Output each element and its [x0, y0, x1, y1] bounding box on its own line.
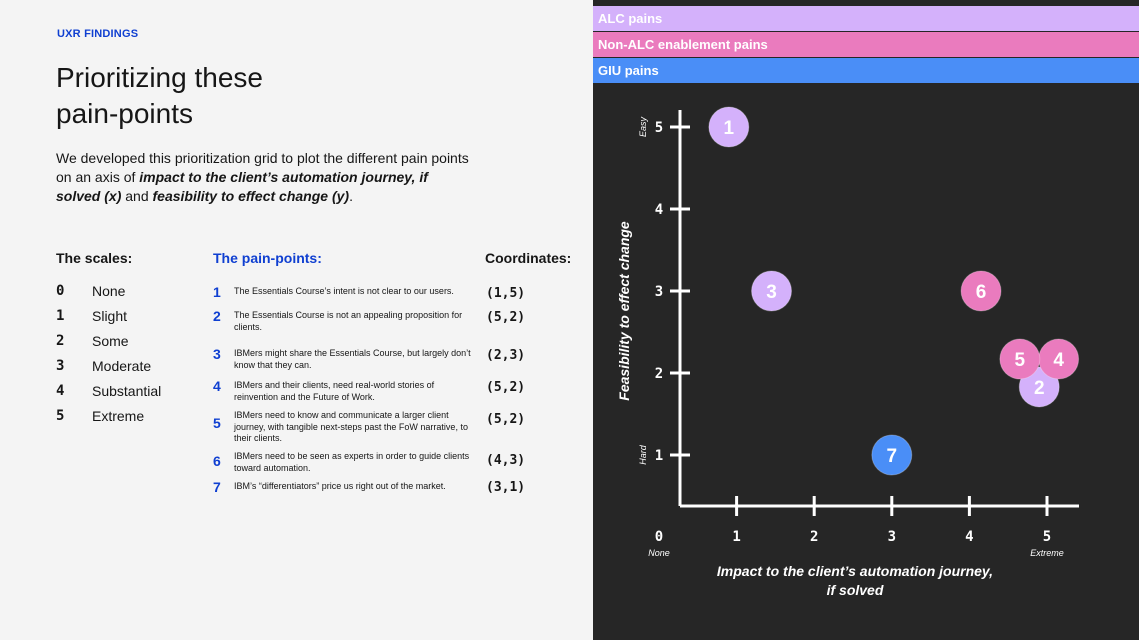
x-tick-label: 3 [888, 529, 896, 545]
scale-number: 1 [56, 308, 65, 324]
x-tick-label: 0 [655, 529, 663, 545]
coordinates-heading: Coordinates: [485, 250, 572, 266]
scale-number: 3 [56, 358, 65, 374]
scales-heading: The scales: [56, 250, 133, 266]
pain-point-text: IBMers need to be seen as experts in ord… [234, 451, 470, 473]
pain-point-text: IBMers need to know and communicate a la… [234, 410, 468, 443]
pain-point-number: 6 [213, 453, 221, 469]
y-max-label: Easy [638, 116, 648, 137]
intro-text-1: We developed this prioritization grid to… [56, 150, 469, 185]
pain-point-coordinate: (5,2) [486, 412, 526, 427]
pain-point-coordinate: (5,2) [486, 310, 526, 325]
intro-paragraph: We developed this prioritization grid to… [56, 149, 476, 206]
legend-giu-pains: GIU pains [593, 58, 1139, 83]
y-axis-title: Feasibility to effect change [616, 221, 632, 401]
x-tick-label: 1 [732, 529, 740, 545]
x-min-label: None [648, 548, 670, 558]
pain-point-text: IBM’s “differentiators” price us right o… [234, 481, 446, 491]
scale-label: Moderate [92, 358, 152, 374]
y-tick-label: 1 [655, 448, 663, 464]
data-point-label-7: 7 [887, 446, 898, 467]
findings-panel: UXR FINDINGS Prioritizing these pain-poi… [56, 28, 572, 495]
data-point-7 [871, 434, 913, 476]
page-title-line1: Prioritizing these [56, 62, 263, 93]
data-point-label-5: 5 [1015, 350, 1026, 371]
x-tick-label: 2 [810, 529, 818, 545]
data-point-3 [751, 270, 793, 312]
y-tick-label: 2 [655, 366, 663, 382]
scale-label: Slight [92, 308, 128, 324]
scale-number: 5 [56, 408, 65, 424]
top-strip [593, 0, 1139, 6]
data-point-label-2: 2 [1034, 378, 1045, 399]
pain-point-text: The Essentials Course’s intent is not cl… [234, 286, 454, 296]
data-point-6 [960, 270, 1002, 312]
data-point-5 [999, 338, 1041, 380]
pain-point-number: 1 [213, 284, 221, 300]
pain-point-coordinate: (4,3) [486, 453, 526, 468]
pain-point-text: The Essentials Course is not an appealin… [234, 310, 463, 332]
intro-text-2: and [121, 188, 153, 204]
intro-emphasis-y: feasibility to effect change (y) [152, 188, 350, 204]
y-tick-label: 4 [655, 202, 663, 218]
y-tick-label: 5 [655, 120, 663, 136]
x-tick-label: 4 [965, 529, 973, 545]
scale-number: 4 [56, 383, 65, 399]
pain-point-number: 3 [213, 346, 221, 362]
page-title: Prioritizing these pain-points [56, 60, 456, 132]
prioritization-scatter-chart: 0 1 2 3 4 5 None Extreme 1 2 3 4 5 Easy Hard Feasibilit… [616, 106, 1080, 598]
x-max-label: Extreme [1030, 548, 1064, 558]
page-title-line2: pain-points [56, 98, 193, 129]
data-point-label-1: 1 [724, 118, 735, 139]
pain-point-number: 5 [213, 415, 221, 431]
pain-points-heading: The pain-points: [213, 250, 322, 266]
pain-point-coordinate: (2,3) [486, 348, 526, 363]
pain-point-coordinate: (1,5) [486, 286, 526, 301]
scale-number: 0 [56, 283, 65, 299]
pain-point-text: IBMers might share the Essentials Course… [234, 348, 471, 370]
pain-point-text: IBMers and their clients, need real-worl… [234, 380, 435, 402]
eyebrow-label: UXR FINDINGS [57, 28, 139, 40]
data-point-label-4: 4 [1053, 350, 1064, 371]
data-point-1 [708, 106, 750, 148]
x-axis-title-line1: Impact to the client’s automation journe… [717, 563, 993, 579]
legend-alc-pains: ALC pains [593, 6, 1139, 31]
intro-text-3: . [349, 188, 353, 204]
intro-emphasis-x: impact to the client’s automation journe… [56, 169, 428, 204]
data-point-2 [1018, 366, 1060, 408]
x-tick-label: 5 [1043, 529, 1051, 545]
y-tick-label: 3 [655, 284, 663, 300]
pain-point-coordinate: (5,2) [486, 380, 526, 395]
legend-non-alc-pains: Non-ALC enablement pains [593, 32, 1139, 57]
data-point-label-6: 6 [976, 282, 987, 303]
y-min-label: Hard [638, 444, 648, 465]
scale-number: 2 [56, 333, 65, 349]
data-point-label-3: 3 [766, 282, 777, 303]
scale-label: Some [92, 333, 129, 349]
pain-point-number: 7 [213, 479, 221, 495]
pain-point-number: 4 [213, 378, 221, 394]
scale-label: Extreme [92, 408, 145, 424]
pain-point-number: 2 [213, 308, 221, 324]
scale-label: None [92, 283, 126, 299]
pain-point-coordinate: (3,1) [486, 480, 526, 495]
x-axis-title-line2: if solved [827, 582, 884, 598]
chart-panel [593, 0, 1139, 640]
scale-label: Substantial [92, 383, 162, 399]
